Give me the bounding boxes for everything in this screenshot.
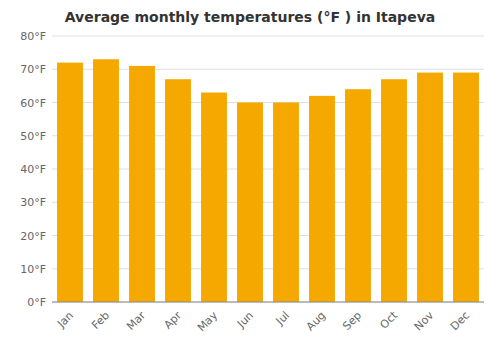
bar — [309, 96, 335, 302]
y-tick-label: 0°F — [27, 296, 46, 309]
x-tick-label: Mar — [124, 309, 148, 333]
y-tick-label: 30°F — [20, 196, 46, 209]
y-tick-label: 40°F — [20, 163, 46, 176]
x-axis: Jan Feb Mar Apr May Jun Jul Aug Sep Oct Nov Dec — [52, 302, 484, 334]
x-tick-label: Jun — [234, 309, 256, 331]
x-tick-label: Dec — [448, 309, 472, 333]
x-tick-label: Jul — [273, 309, 292, 328]
x-tick-label: May — [195, 309, 221, 335]
y-tick-label: 70°F — [20, 63, 46, 76]
x-tick-label: Sep — [340, 309, 364, 333]
bar — [57, 63, 83, 302]
x-tick-label: Feb — [89, 309, 112, 332]
x-tick-label: Nov — [412, 309, 437, 334]
y-tick-label: 10°F — [20, 263, 46, 276]
bars — [57, 59, 479, 302]
x-tick-label: Oct — [377, 308, 400, 331]
bar — [129, 66, 155, 302]
bar — [273, 103, 299, 303]
page: {"chart_data": {"type": "bar", "title": … — [0, 0, 500, 350]
x-tick-label: Apr — [161, 309, 184, 332]
bar — [237, 103, 263, 303]
bar — [453, 73, 479, 302]
chart-container: Average monthly temperatures (°F ) in It… — [0, 0, 500, 350]
x-axis-line — [52, 302, 484, 303]
y-tick-label: 60°F — [20, 97, 46, 110]
x-tick-label: Aug — [304, 309, 328, 333]
bar — [165, 79, 191, 302]
grid-line — [52, 36, 484, 37]
grid-line — [52, 302, 484, 303]
bar — [417, 73, 443, 302]
y-tick-label: 20°F — [20, 230, 46, 243]
chart-svg: Average monthly temperatures (°F ) in It… — [0, 0, 500, 350]
bar — [381, 79, 407, 302]
y-axis: 0°F 10°F 20°F 30°F 40°F 50°F 60°F 70°F 80°F — [20, 30, 484, 309]
y-tick-label: 80°F — [20, 30, 46, 43]
bar — [201, 93, 227, 302]
title: Average monthly temperatures (°F ) in It… — [65, 9, 435, 25]
y-tick-label: 50°F — [20, 130, 46, 143]
bar — [93, 59, 119, 302]
x-tick-label: Jan — [54, 309, 76, 331]
bar — [345, 89, 371, 302]
